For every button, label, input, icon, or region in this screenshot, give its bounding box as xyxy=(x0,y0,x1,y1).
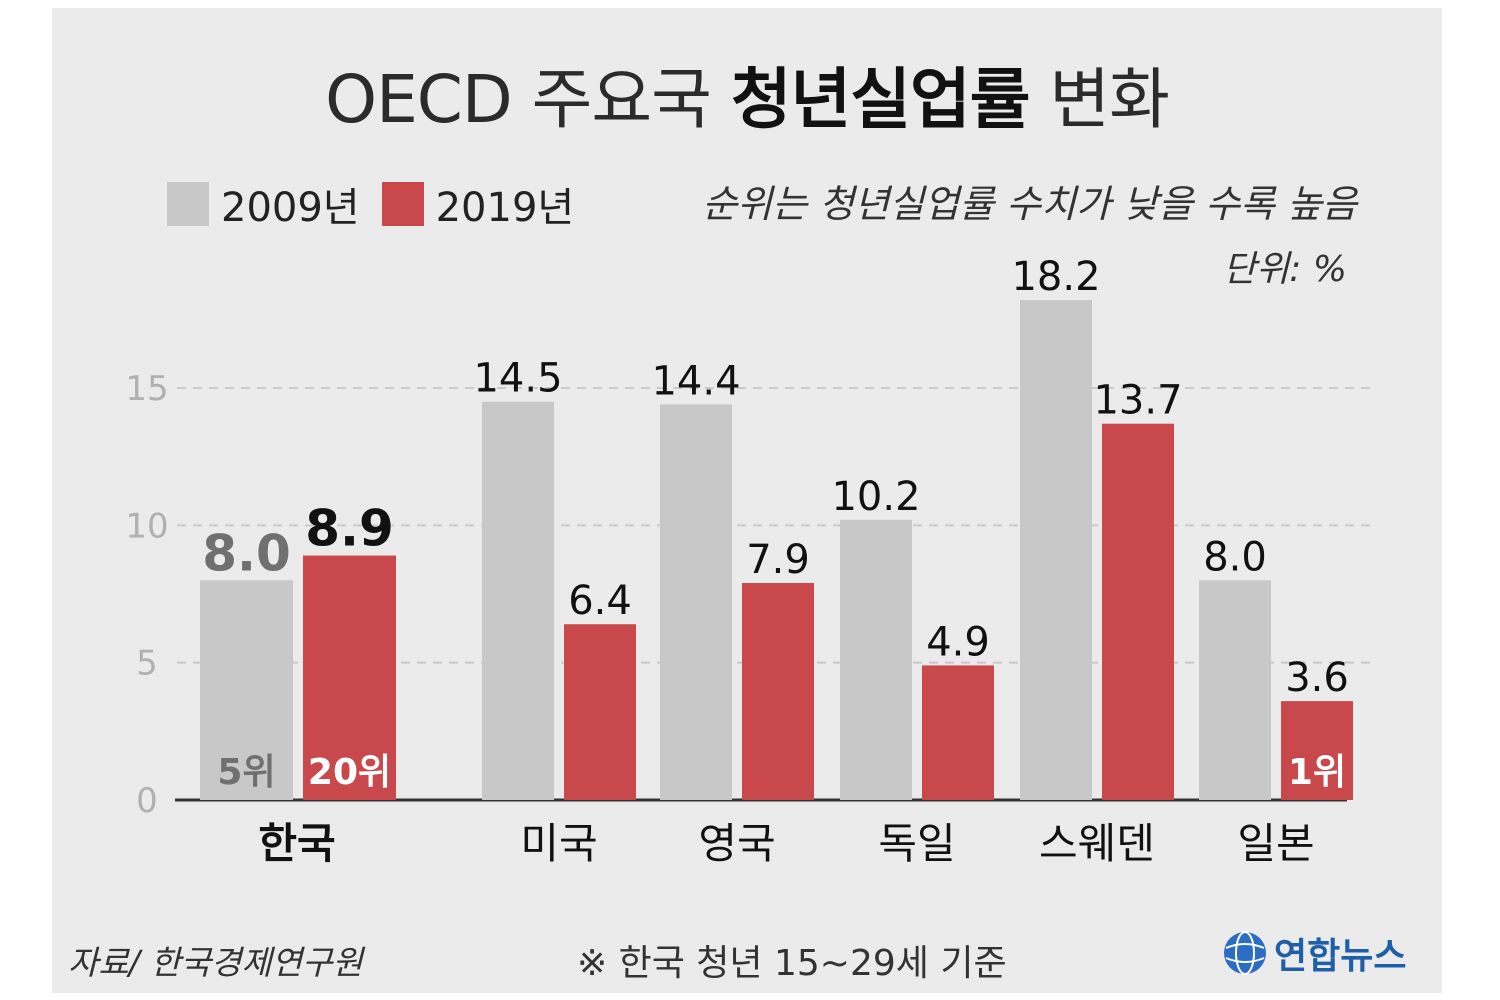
bar-2019-2 xyxy=(742,583,814,800)
bar-2019-0 xyxy=(303,555,396,800)
category-label: 한국 xyxy=(258,819,335,868)
category-label: 독일 xyxy=(878,819,955,868)
data-label: 6.4 xyxy=(568,578,632,624)
rank-label: 20위 xyxy=(308,752,391,793)
title-part2: 변화 xyxy=(1029,61,1169,138)
bar-2019-4 xyxy=(1102,423,1174,800)
data-label: 10.2 xyxy=(831,474,920,520)
data-label: 7.9 xyxy=(746,537,810,583)
bar-2019-1 xyxy=(564,624,636,800)
data-label: 8.9 xyxy=(305,500,394,558)
category-label: 일본 xyxy=(1237,819,1314,868)
source-credit: 자료/ 한국경제연구원 xyxy=(68,943,363,982)
infographic-card: OECD 주요국 청년실업률 변화 2009년 2019년 순위는 청년실업률 … xyxy=(52,8,1442,993)
data-label: 18.2 xyxy=(1011,254,1100,300)
category-label: 미국 xyxy=(520,819,597,868)
bar-2009-0 xyxy=(200,580,293,800)
y-tick-label: 5 xyxy=(136,644,158,684)
y-tick-label: 15 xyxy=(125,369,168,409)
legend-swatch-2019 xyxy=(381,182,424,226)
bar-2009-5 xyxy=(1199,580,1271,800)
title-part1: OECD 주요국 xyxy=(325,61,731,138)
y-tick-label: 0 xyxy=(136,781,158,821)
y-tick-label: 10 xyxy=(125,506,168,546)
legend-label-2019: 2019년 xyxy=(435,185,575,231)
data-label: 13.7 xyxy=(1093,378,1182,424)
ranking-note: 순위는 청년실업률 수치가 낮을 수록 높음 xyxy=(702,182,1357,226)
unit-label: 단위: % xyxy=(1222,249,1347,290)
category-label: 영국 xyxy=(698,819,775,868)
data-label: 8.0 xyxy=(202,524,291,582)
data-label: 14.5 xyxy=(473,356,562,402)
yonhap-globe-icon xyxy=(1224,931,1266,975)
rank-label: 1위 xyxy=(1288,752,1346,793)
rank-label: 5위 xyxy=(217,752,275,793)
data-label: 3.6 xyxy=(1285,655,1349,701)
yonhap-logo: 연합뉴스 xyxy=(1222,923,1406,983)
bar-2009-2 xyxy=(660,404,732,800)
footnote: ※ 한국 청년 15~29세 기준 xyxy=(577,943,1007,984)
category-label: 스웨덴 xyxy=(1039,819,1155,868)
data-label: 14.4 xyxy=(651,358,740,404)
logo-text: 연합뉴스 xyxy=(1274,936,1407,977)
bar-2009-4 xyxy=(1020,300,1092,800)
title-strong: 청년실업률 xyxy=(730,61,1031,138)
legend-swatch-2009 xyxy=(167,182,209,226)
legend-label-2009: 2009년 xyxy=(221,185,360,231)
bar-2019-5 xyxy=(1281,701,1353,800)
bar-2009-3 xyxy=(840,519,912,800)
bar-2009-1 xyxy=(482,401,554,800)
bar-2019-3 xyxy=(922,665,994,800)
legend: 2009년 2019년 xyxy=(167,176,596,232)
data-label: 4.9 xyxy=(926,619,990,665)
chart-title: OECD 주요국 청년실업률 변화 xyxy=(52,46,1442,142)
data-label: 8.0 xyxy=(1203,534,1267,580)
